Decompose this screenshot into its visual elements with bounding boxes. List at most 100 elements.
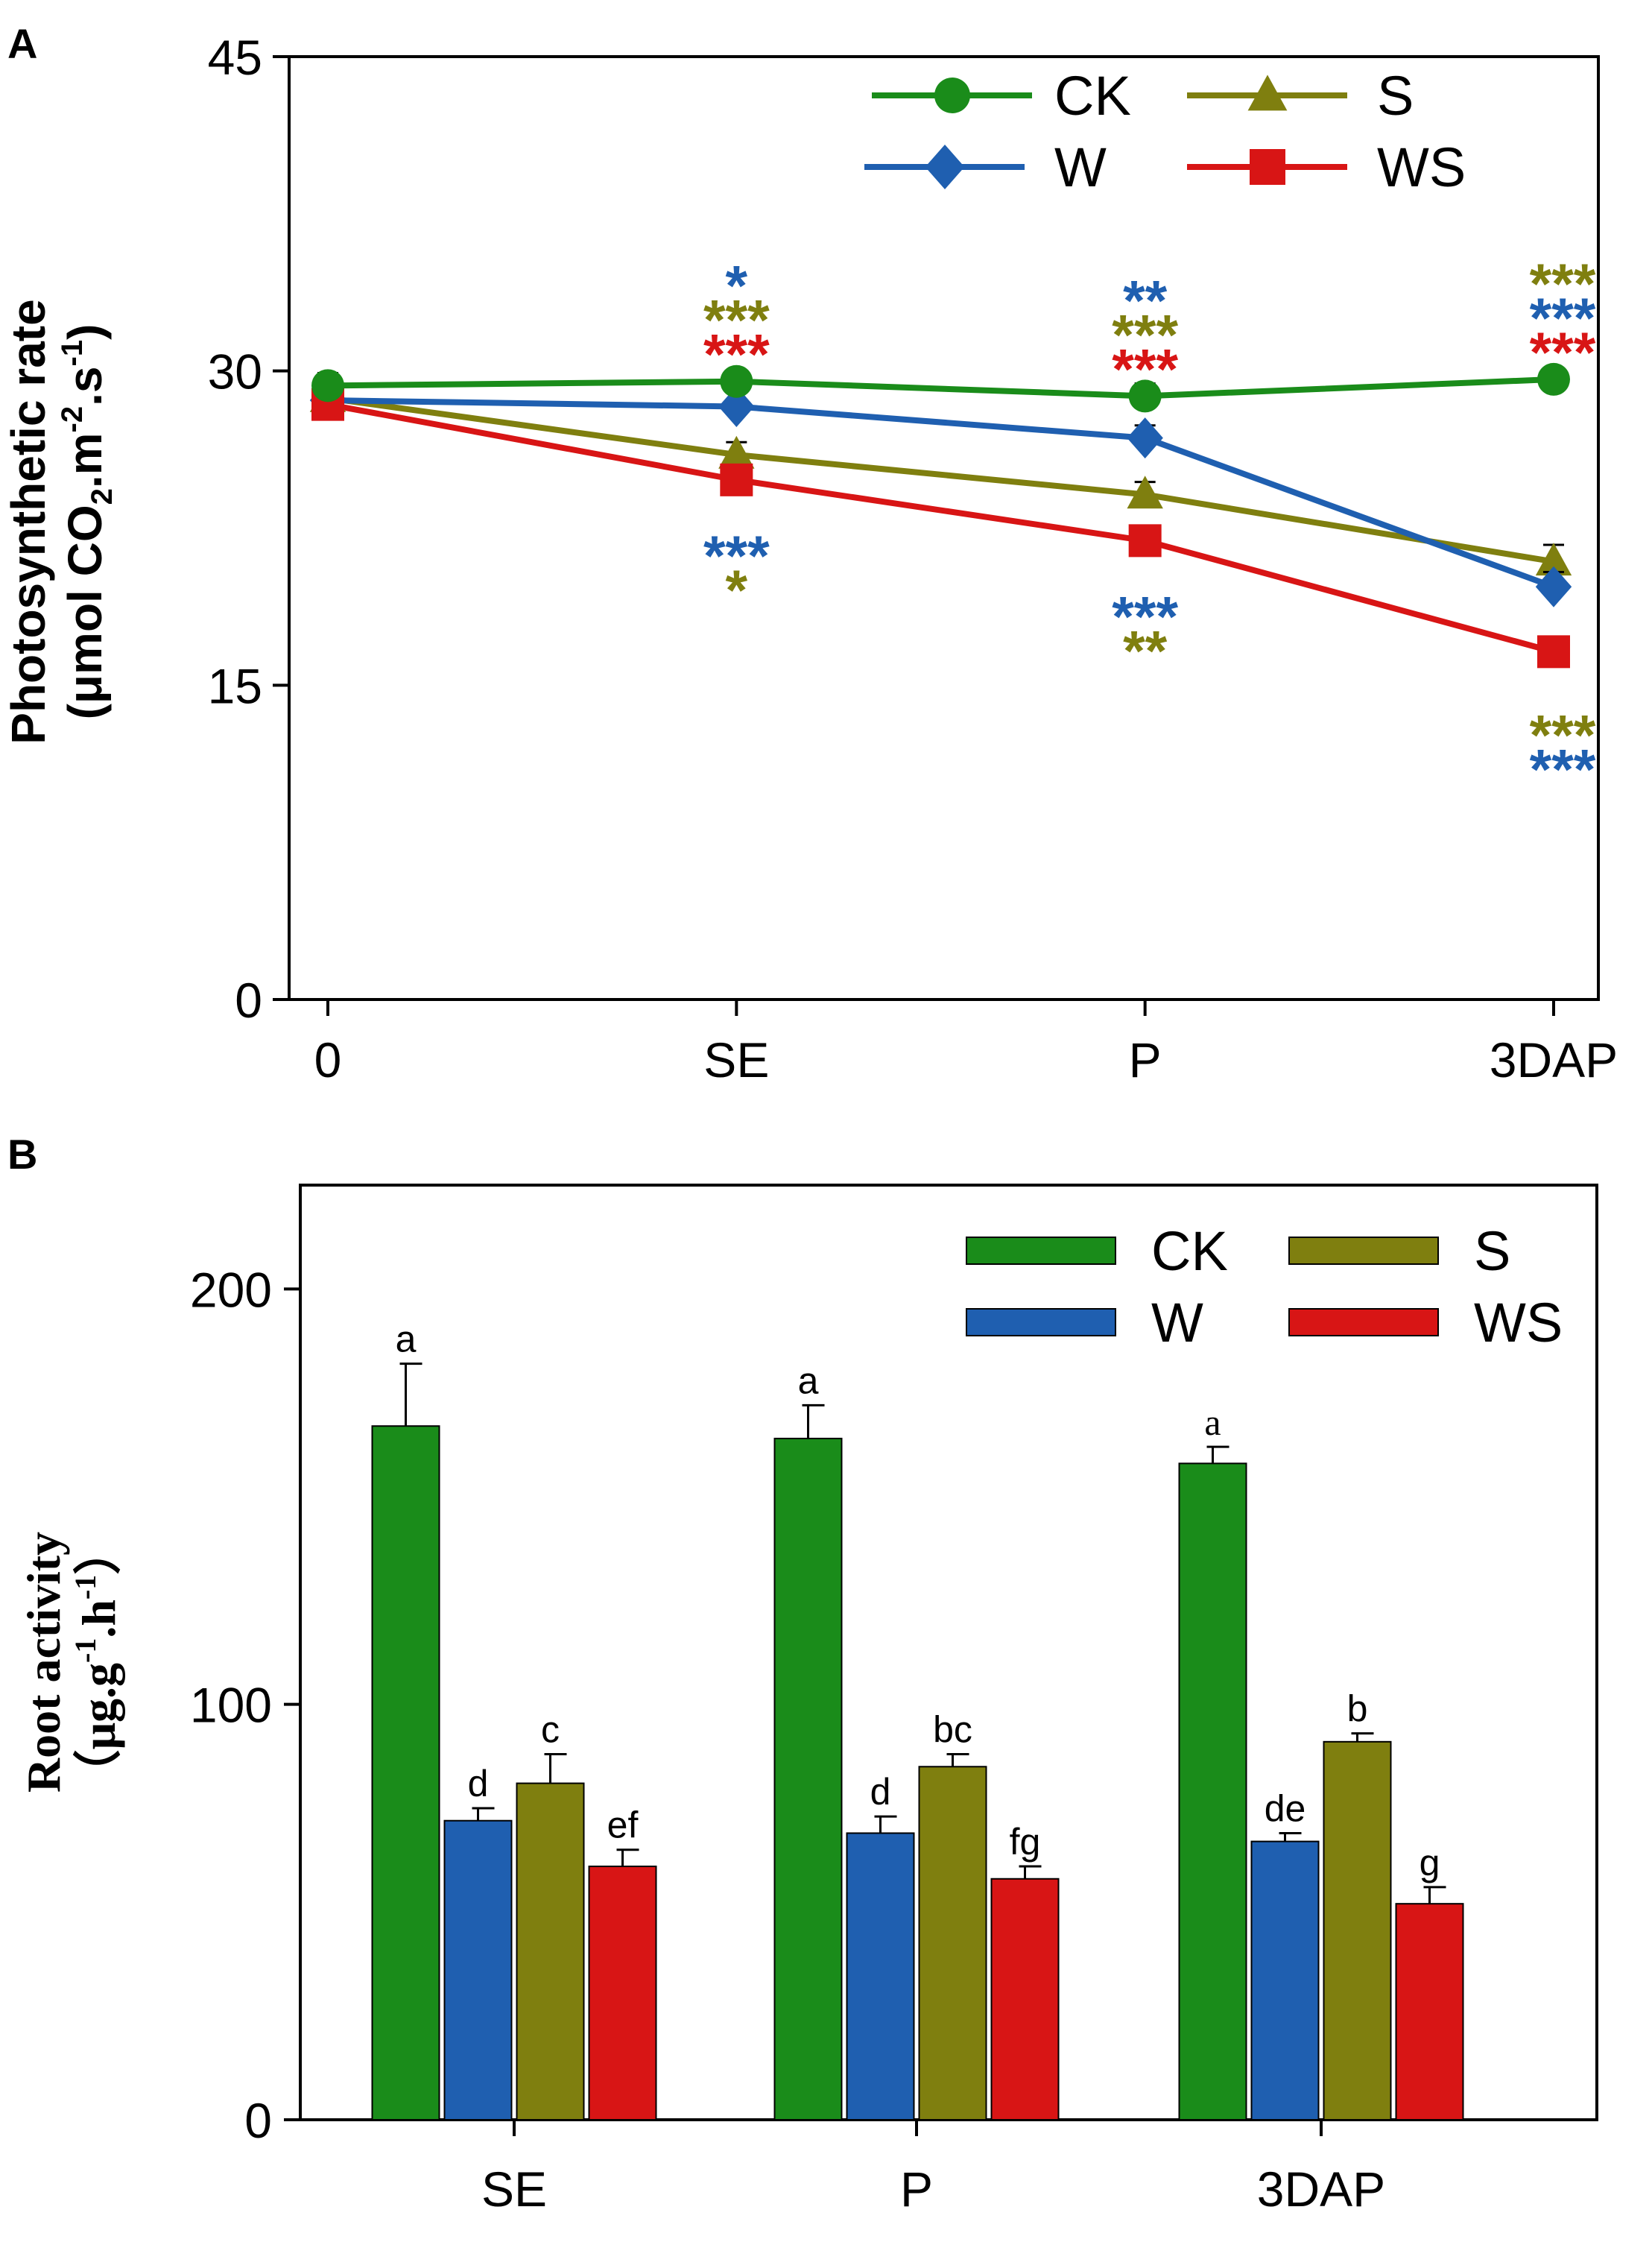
legend-label-w: W — [1054, 136, 1107, 198]
chart-b-x-tick-label: SE — [481, 2162, 547, 2217]
chart-b-y-axis-label-line2: （μg.g-1.h-1） — [69, 1527, 125, 1798]
bar-ck — [773, 1437, 843, 2121]
bar-s — [918, 1766, 987, 2121]
ylab-b-part: ） — [72, 1527, 125, 1575]
bar-significance-letter: a — [1204, 1401, 1221, 1443]
legend-marker-w — [925, 145, 965, 189]
chart-b-y-tick-label: 0 — [244, 2093, 272, 2148]
significance-stars: *** — [1112, 585, 1178, 648]
significance-stars: *** — [1530, 287, 1596, 350]
ylab-a-sup: -1 — [56, 340, 89, 367]
legend-label-s: S — [1377, 65, 1414, 127]
legend-marker-s — [1247, 75, 1288, 111]
chart-a: 0 15 30 45 0 SE P 3DAP Photosynthetic rate (μm… — [1, 30, 1618, 1087]
bar-s — [516, 1782, 585, 2121]
significance-stars: * — [726, 255, 748, 318]
significance-stars: *** — [1530, 253, 1596, 316]
significance-stars: *** — [1112, 338, 1178, 401]
legend-label-ws: WS — [1377, 136, 1466, 198]
chart-a-x-tick-label: P — [1129, 1032, 1162, 1087]
significance-stars: *** — [703, 289, 770, 353]
chart-a-frame — [288, 55, 1600, 1001]
ylab-a-part: (μmol CO — [58, 505, 112, 719]
bar-significance-letter: a — [798, 1360, 819, 1401]
significance-stars: *** — [1112, 303, 1178, 367]
chart-a-y-tick-label: 45 — [208, 30, 262, 85]
bar-significance-letter: ef — [607, 1804, 639, 1846]
bar-significance-letter: de — [1265, 1787, 1306, 1829]
chart-a-x-tick-label: SE — [703, 1032, 769, 1087]
chart-b-y-tick-label: 100 — [190, 1678, 272, 1733]
legend-label-ws: WS — [1474, 1292, 1563, 1354]
legend-marker-ws — [1250, 149, 1285, 185]
bar-significance-letter: d — [870, 1771, 891, 1813]
chart-a-y-tick-label: 30 — [208, 344, 262, 400]
data-point-ws — [1537, 635, 1570, 669]
ylab-b-part: .h — [72, 1600, 125, 1638]
chart-a-x-tick-label: 3DAP — [1490, 1032, 1618, 1087]
legend-swatch-w — [966, 1308, 1116, 1336]
data-point-ws — [720, 463, 753, 496]
legend-label-ck: CK — [1151, 1220, 1228, 1282]
panel-b-label: B — [7, 1131, 37, 1178]
ylab-a-sup: -2 — [56, 406, 89, 433]
legend-label-ck: CK — [1054, 65, 1131, 127]
ylab-b-part: （μg.g — [72, 1663, 125, 1797]
bar-w — [1250, 1840, 1320, 2121]
chart-a-y-tick-label: 15 — [208, 658, 262, 713]
bar-significance-letter: a — [396, 1319, 417, 1360]
bar-significance-letter: fg — [1010, 1821, 1041, 1863]
legend-marker-ck — [934, 78, 970, 113]
data-point-ck — [1128, 379, 1162, 413]
data-point-w — [1535, 566, 1572, 607]
chart-b-x-tick-label: P — [900, 2162, 933, 2217]
chart-a-y-axis-label-line1: Photosynthetic rate — [1, 299, 55, 744]
data-point-w — [718, 385, 755, 427]
significance-stars: *** — [703, 525, 770, 588]
series-line-w — [327, 397, 1555, 590]
series-line-ck — [327, 376, 1554, 400]
legend-swatch-s — [1288, 1237, 1439, 1265]
ylab-b-sup: -1 — [69, 1638, 102, 1663]
bar-significance-letter: d — [468, 1763, 489, 1804]
chart-a-x-tick-label: 0 — [314, 1032, 342, 1087]
chart-b-y-axis-label: Root activity （μg.g-1.h-1） — [17, 1527, 125, 1798]
data-point-ck — [720, 364, 753, 398]
bar-ck — [371, 1425, 440, 2121]
data-point-s — [1127, 476, 1163, 509]
legend-label-w: W — [1151, 1292, 1203, 1354]
legend-label-s: S — [1474, 1220, 1510, 1282]
chart-a-y-axis-label: Photosynthetic rate (μmol CO2.m-2.s-1) — [1, 299, 118, 744]
ylab-a-part: .s — [58, 366, 112, 405]
legend-swatch-ck — [966, 1237, 1116, 1265]
data-point-ck — [1537, 362, 1570, 396]
chart-a-y-axis-label-line2: (μmol CO2.m-2.s-1) — [56, 324, 118, 720]
significance-stars: ** — [1123, 619, 1168, 683]
ylab-b-sup: -1 — [69, 1575, 102, 1600]
chart-b-x-tick-label: 3DAP — [1257, 2162, 1385, 2217]
bar-significance-letter: g — [1420, 1842, 1440, 1883]
bar-significance-letter: c — [541, 1709, 560, 1751]
bar-ws — [588, 1866, 657, 2121]
bar-ws — [990, 1878, 1060, 2121]
bar-ws — [1395, 1903, 1464, 2121]
bar-w — [443, 1819, 513, 2121]
chart-a-y-tick-label: 0 — [235, 973, 262, 1028]
chart-b-y-tick-label: 200 — [190, 1262, 272, 1317]
ylab-a-part: .m — [58, 432, 112, 488]
panel-a-label: A — [7, 20, 37, 67]
data-point-ws — [1128, 524, 1162, 558]
significance-stars: * — [726, 559, 748, 622]
series-line-ws — [327, 401, 1555, 655]
chart-b-y-axis-label-line1: Root activity — [17, 1532, 70, 1793]
significance-stars: *** — [1530, 738, 1596, 801]
data-point-w — [1127, 417, 1163, 459]
bar-s — [1323, 1740, 1392, 2121]
series-line-s — [327, 395, 1554, 565]
bar-significance-letter: b — [1347, 1688, 1368, 1730]
data-point-ck — [311, 369, 344, 402]
data-point-s — [718, 435, 755, 469]
legend-swatch-ws — [1288, 1308, 1439, 1336]
